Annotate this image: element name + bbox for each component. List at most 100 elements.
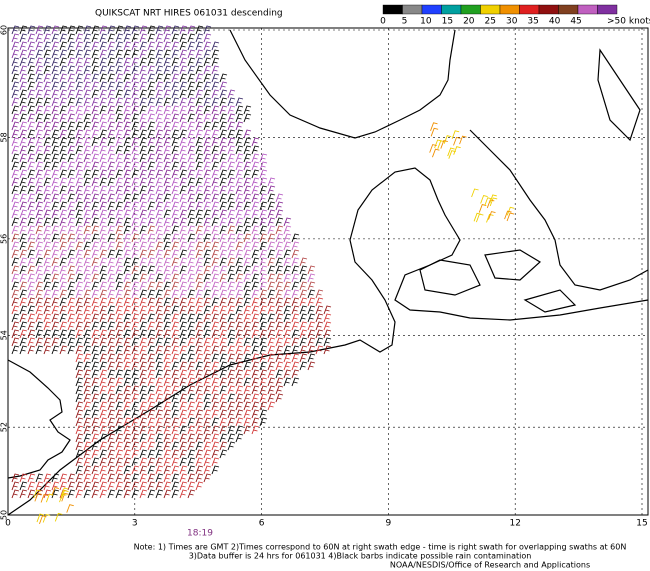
wind-barb [115,361,124,371]
lon-label: 12 [509,519,520,529]
wind-barb [11,281,20,291]
wind-barb [429,144,437,153]
wind-barb [35,185,44,195]
wind-barb [163,329,172,339]
wind-barb [75,153,84,163]
wind-barb [139,377,148,387]
wind-barb [91,465,100,475]
wind-barb [219,137,228,147]
wind-barb [107,73,116,83]
wind-barb [219,385,228,395]
wind-barb [163,449,172,459]
wind-barb [35,481,44,491]
wind-barb [115,161,124,171]
wind-barb [27,57,36,67]
wind-barb [171,369,180,379]
wind-barb [99,233,108,243]
wind-barb [139,489,148,499]
wind-barb [251,289,260,299]
wind-barb [179,73,188,83]
wind-barb [267,281,276,291]
wind-barb [91,337,100,347]
wind-barb [243,385,252,395]
wind-barb [11,129,20,139]
wind-barb [195,153,204,163]
wind-barb [75,369,84,379]
wind-barb [203,321,212,331]
wind-barb [27,209,36,219]
wind-barb [155,217,164,227]
wind-barb [67,209,76,219]
wind-barb [179,65,188,75]
wind-barb [195,465,204,475]
wind-barb [67,57,76,67]
wind-barb [163,465,172,475]
wind-barb [179,369,188,379]
wind-barb [75,249,84,259]
wind-barb [99,185,108,195]
wind-barb [123,73,132,83]
wind-barb [35,105,44,115]
wind-barb [43,473,52,483]
wind-barb [115,129,124,139]
wind-barb [83,457,92,467]
wind-barb [115,201,124,211]
wind-barb [187,49,196,59]
wind-barb [307,361,316,371]
wind-barb [139,105,148,115]
wind-barb [203,257,212,267]
lon-label: 6 [259,519,265,529]
wind-barb [75,377,84,387]
wind-barb [219,361,228,371]
wind-barb [203,313,212,323]
wind-barb [139,425,148,435]
wind-barb [51,337,60,347]
wind-barb [75,265,84,275]
wind-barb [67,89,76,99]
wind-barb [19,161,28,171]
wind-barb [179,393,188,403]
wind-barb [171,41,180,51]
wind-barb [179,137,188,147]
wind-barb [283,265,292,275]
wind-barb [83,233,92,243]
coast-islands [419,48,641,313]
wind-barb [267,337,276,347]
wind-barb [83,105,92,115]
wind-barb [43,137,52,147]
wind-barb [83,81,92,91]
wind-barb [19,289,28,299]
wind-barb [115,473,124,483]
wind-barb [299,297,308,307]
wind-barb [99,169,108,179]
wind-barb [27,89,36,99]
wind-barb [123,249,132,259]
wind-barb [35,193,44,203]
wind-barb [123,385,132,395]
wind-barb [251,145,260,155]
wind-barb [171,409,180,419]
colorbar-swatch [597,4,618,15]
wind-barb [163,409,172,419]
wind-barb [430,122,438,131]
wind-barb [235,153,244,163]
wind-barb [163,481,172,491]
wind-barb [35,233,44,243]
colorbar-label: 5 [402,17,408,27]
wind-barb [43,305,52,315]
wind-barb [59,281,68,291]
wind-barb [115,369,124,379]
wind-barb [155,489,164,499]
wind-barb [19,153,28,163]
wind-barb [107,145,116,155]
wind-barb [315,305,324,315]
wind-barb [187,305,196,315]
wind-barb [187,201,196,211]
wind-barb [187,233,196,243]
wind-barb [131,249,140,259]
wind-barb [171,289,180,299]
wind-barb [27,329,36,339]
wind-barb [75,25,84,35]
wind-barb [11,49,20,59]
wind-barb [203,449,212,459]
